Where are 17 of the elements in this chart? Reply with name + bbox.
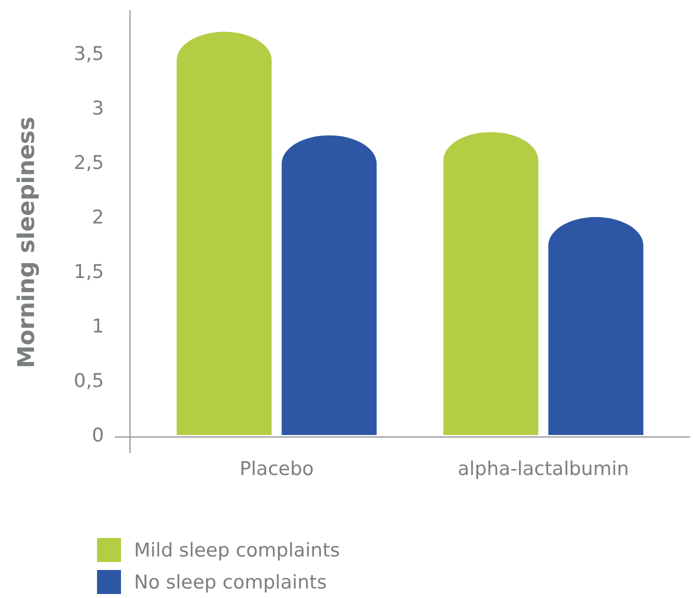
x-tick-label: alpha-lactalbumin — [458, 458, 629, 480]
x-tick-label: Placebo — [240, 458, 314, 480]
y-tick-label: 0 — [92, 424, 104, 447]
legend-label: Mild sleep complaints — [134, 540, 340, 562]
y-tick-label: 2,5 — [74, 152, 104, 174]
bar — [176, 32, 272, 435]
y-axis-title: Morning sleepiness — [14, 116, 40, 368]
y-tick-label: 2 — [92, 206, 104, 229]
bar — [548, 217, 644, 435]
y-tick-label: 3,5 — [74, 43, 104, 66]
bar — [443, 132, 538, 435]
legend-label: No sleep complaints — [134, 572, 327, 594]
bar — [282, 135, 377, 435]
y-tick-label: 1,5 — [74, 261, 104, 284]
y-tick-label: 1 — [92, 316, 104, 338]
y-tick-label: 0,5 — [74, 370, 104, 392]
y-tick-label: 3 — [92, 98, 104, 120]
